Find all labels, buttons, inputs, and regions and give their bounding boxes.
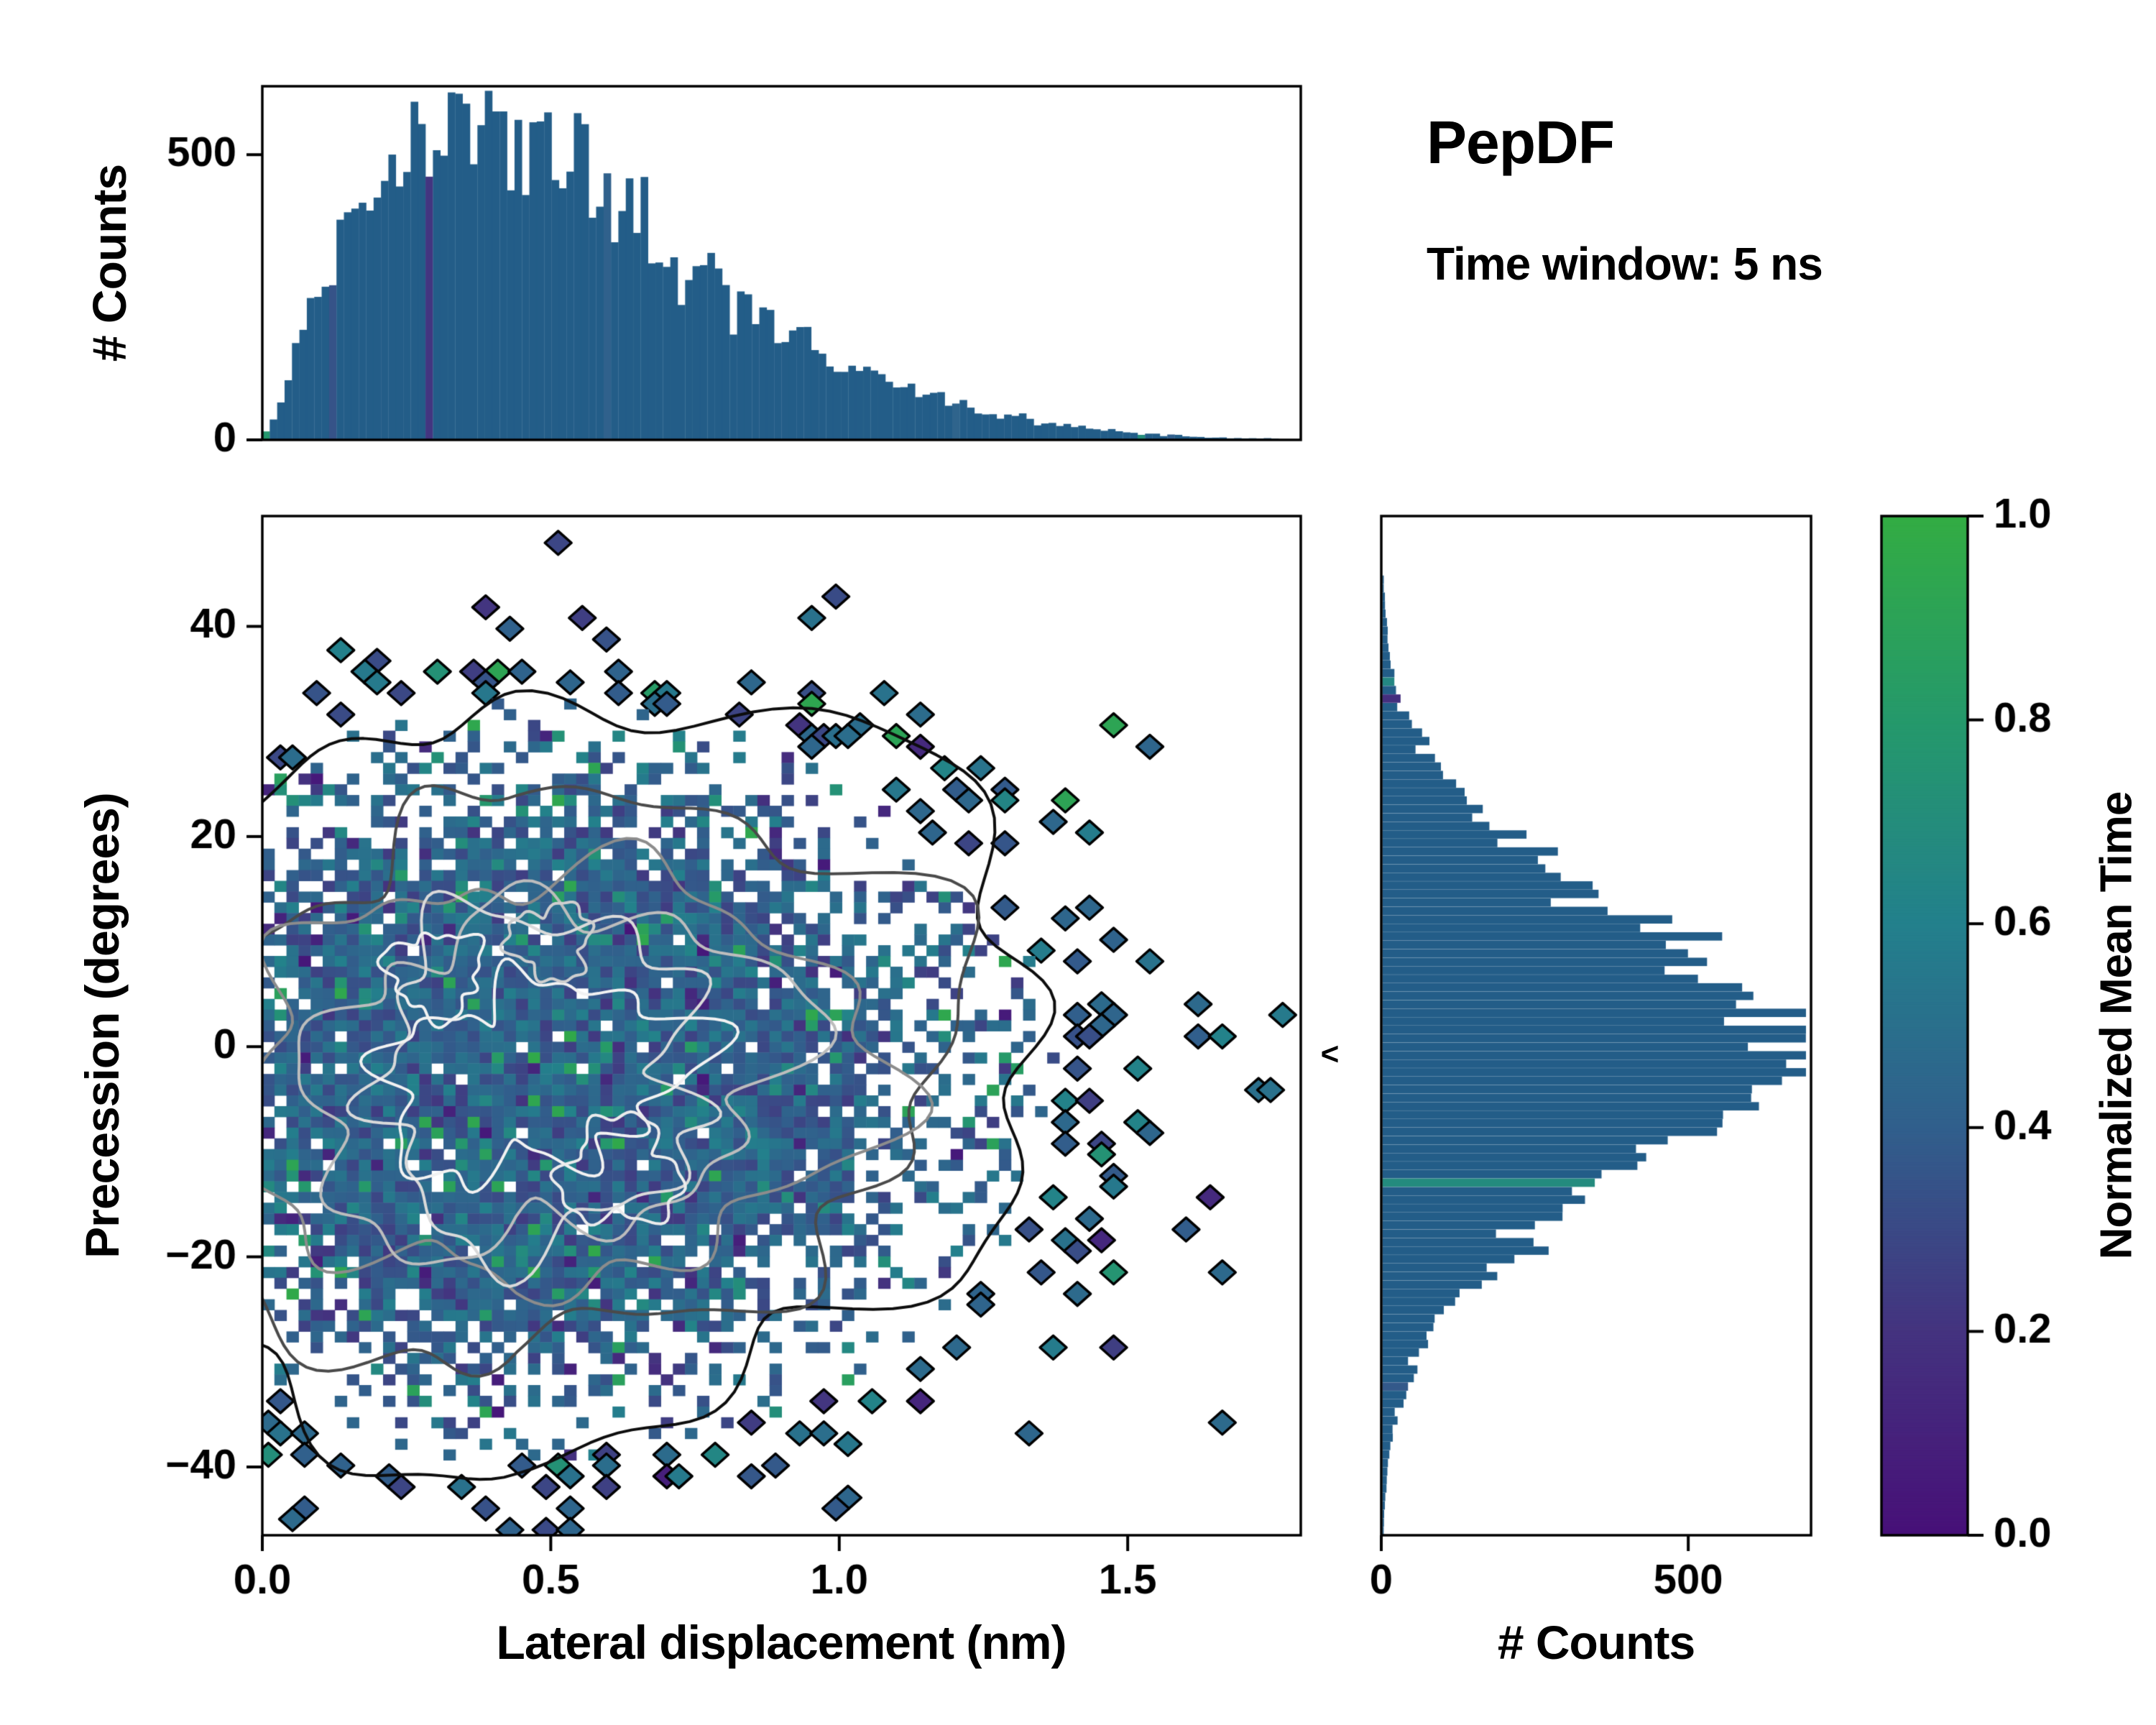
top-hist-ylabel: # Counts bbox=[83, 164, 136, 362]
time-window-label: Time window: 5 ns bbox=[1427, 238, 1823, 290]
figure-title: PepDF bbox=[1427, 109, 1615, 176]
outlier-marker: < bbox=[1320, 1036, 1340, 1072]
right-hist-xlabel: # Counts bbox=[1497, 1616, 1695, 1669]
colorbar-label: Normalized Mean Time bbox=[2091, 791, 2142, 1260]
main-xlabel: Lateral displacement (nm) bbox=[496, 1616, 1067, 1669]
main-ylabel: Precession (degrees) bbox=[75, 793, 129, 1259]
